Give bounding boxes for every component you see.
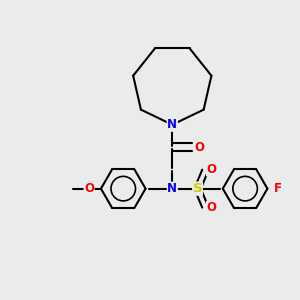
Text: O: O — [206, 202, 217, 214]
Text: O: O — [194, 140, 204, 154]
Text: N: N — [167, 182, 177, 195]
Text: N: N — [167, 118, 177, 131]
Text: O: O — [84, 182, 94, 195]
Text: F: F — [274, 182, 282, 195]
Text: O: O — [206, 163, 217, 176]
Text: S: S — [193, 182, 202, 195]
